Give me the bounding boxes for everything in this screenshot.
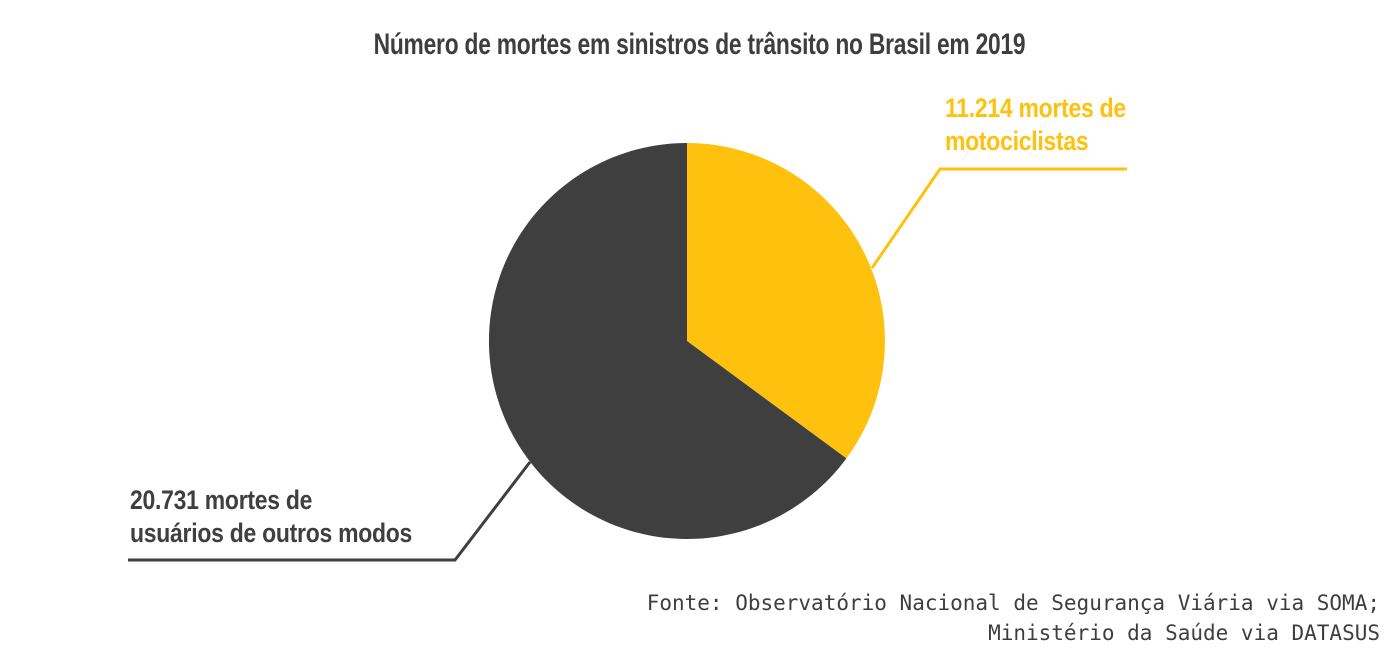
- label-others: 20.731 mortes de usuários de outros modo…: [130, 484, 412, 550]
- label-motorcyclists: 11.214 mortes de motociclistas: [945, 92, 1126, 158]
- source-line2: Ministério da Saúde via DATASUS: [988, 621, 1380, 645]
- label-others-line1: 20.731 mortes de: [130, 485, 313, 515]
- callout-line-others: [128, 461, 532, 562]
- pie-slice-motorcyclists: [687, 143, 885, 459]
- callout-line-motorcyclists: [870, 167, 1127, 269]
- pie-slice-others: [488, 142, 847, 539]
- source-line1: Fonte: Observatório Nacional de Seguranç…: [646, 591, 1380, 615]
- chart-title: Número de mortes em sinistros de trânsit…: [373, 28, 1026, 61]
- label-motorcyclists-line1: 11.214 mortes de: [945, 93, 1126, 123]
- label-motorcyclists-line2: motociclistas: [945, 126, 1089, 156]
- source-attribution: Fonte: Observatório Nacional de Seguranç…: [647, 588, 1380, 648]
- label-others-line2: usuários de outros modos: [130, 518, 413, 548]
